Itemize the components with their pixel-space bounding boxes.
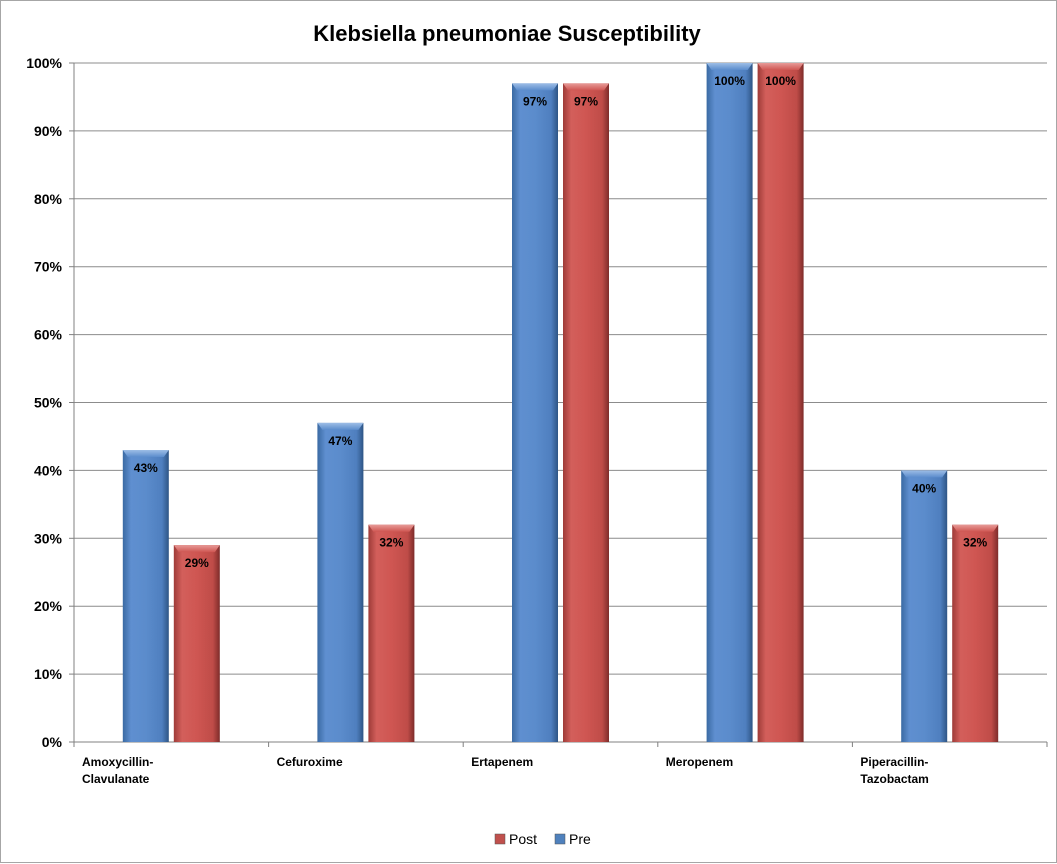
data-label: 97%	[523, 94, 547, 108]
x-category-label: Clavulanate	[82, 772, 150, 786]
bar-bevel	[512, 83, 558, 91]
bar-pre	[512, 83, 558, 743]
y-tick-label: 40%	[34, 462, 63, 478]
bar-pre	[122, 450, 169, 742]
legend-label-pre: Pre	[569, 831, 591, 847]
bar-pre	[706, 63, 753, 742]
data-label: 97%	[574, 94, 598, 108]
bar-bevel	[706, 63, 753, 70]
data-label: 32%	[379, 536, 403, 550]
y-tick-label: 60%	[34, 327, 63, 343]
y-tick-label: 10%	[34, 666, 63, 682]
y-tick-label: 80%	[34, 191, 63, 207]
data-label: 29%	[185, 556, 209, 570]
bar-bevel	[563, 83, 609, 91]
legend-swatch-pre	[554, 833, 566, 845]
y-tick-label: 0%	[42, 734, 63, 750]
x-category-label: Meropenem	[666, 755, 733, 769]
data-labels: 43% 47% 97% 100% 40% 29% 32% 97% 100% 32%	[134, 74, 988, 570]
x-category-label: Ertapenem	[471, 755, 533, 769]
legend-label-post: Post	[509, 831, 537, 847]
data-label: 32%	[963, 536, 987, 550]
x-category-label: Cefuroxime	[277, 755, 343, 769]
bar-post	[757, 63, 804, 742]
bar-pre	[901, 470, 948, 742]
bar-bevel	[317, 422, 364, 430]
y-tick-label: 90%	[34, 123, 63, 139]
y-tick-label: 20%	[34, 598, 63, 614]
data-label: 100%	[714, 74, 745, 88]
x-category-label: Piperacillin-	[860, 755, 928, 769]
x-category-label: Tazobactam	[860, 772, 928, 786]
y-tick-label: 30%	[34, 530, 63, 546]
bars	[122, 63, 999, 743]
legend-swatch-post	[494, 833, 506, 845]
data-label: 40%	[912, 481, 936, 495]
bar-bevel	[901, 470, 948, 478]
bar-bevel	[122, 450, 169, 458]
y-tick-label: 50%	[34, 395, 63, 411]
bar-pre	[317, 422, 364, 742]
chart-title: Klebsiella pneumoniae Susceptibility	[313, 21, 701, 46]
legend: Post Pre	[494, 831, 591, 847]
bar-post	[563, 83, 609, 743]
bar-post	[368, 524, 415, 742]
x-category-label: Amoxycillin-	[82, 755, 153, 769]
y-tick-label: 100%	[26, 55, 62, 71]
axes: 0% 10% 20% 30% 40% 50% 60% 70% 80% 90% 100% Amoxyci…	[26, 55, 1048, 786]
data-label: 43%	[134, 461, 158, 475]
bar-bevel	[368, 524, 415, 532]
data-label: 100%	[765, 74, 796, 88]
y-tick-label: 70%	[34, 259, 63, 275]
data-label: 47%	[328, 434, 352, 448]
bar-bevel	[952, 524, 999, 532]
bar-bevel	[173, 545, 220, 553]
gridlines	[74, 62, 1047, 675]
bar-bevel	[757, 63, 804, 70]
bar-post	[173, 545, 220, 742]
bar-post	[952, 524, 999, 742]
